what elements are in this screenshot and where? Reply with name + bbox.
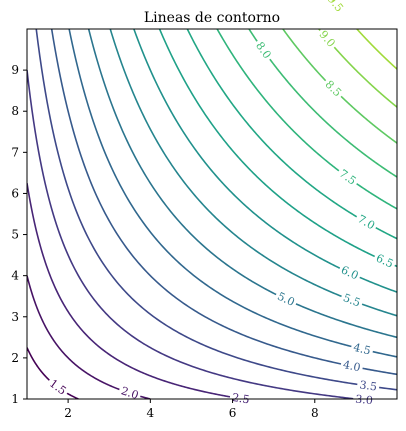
x-tick-label-8: 8 bbox=[311, 406, 319, 420]
contour-label-3.0: 3.0 bbox=[355, 392, 374, 407]
contour-line-7.5 bbox=[216, 29, 397, 210]
contour-line-6.5 bbox=[158, 29, 397, 268]
contour-label-bg-8.0 bbox=[252, 37, 276, 63]
contour-label-bg-7.5 bbox=[335, 165, 361, 189]
contour-label-bg-5.5 bbox=[339, 289, 365, 310]
x-tick-label-2: 2 bbox=[64, 406, 72, 420]
contour-label-bg-4.5 bbox=[349, 339, 375, 358]
y-tick-label-5: 5 bbox=[11, 228, 19, 242]
x-tick-label-4: 4 bbox=[147, 406, 155, 420]
contour-label-bg-2.0 bbox=[117, 383, 143, 403]
y-tick-label-9: 9 bbox=[11, 63, 19, 77]
contour-label-4.0: 4.0 bbox=[342, 358, 362, 374]
contour-label-bg-3.5 bbox=[356, 377, 381, 394]
plot-frame bbox=[26, 28, 398, 400]
x-tick-label-6: 6 bbox=[229, 406, 237, 420]
contour-line-4.0 bbox=[50, 29, 397, 376]
contour-label-bg-2.5 bbox=[228, 390, 253, 407]
contour-label-2.0: 2.0 bbox=[119, 384, 140, 402]
chart-title: Lineas de contorno bbox=[144, 10, 280, 26]
contour-label-bg-4.0 bbox=[339, 357, 364, 375]
y-tick-label-4: 4 bbox=[11, 269, 19, 283]
contour-line-9.5 bbox=[356, 29, 397, 70]
contour-lines bbox=[27, 29, 397, 399]
contour-label-5.5: 5.5 bbox=[341, 291, 362, 309]
y-tick-label-7: 7 bbox=[11, 145, 19, 159]
contour-label-bg-7.0 bbox=[353, 210, 380, 234]
x-axis: 2 4 6 8 bbox=[64, 399, 319, 420]
y-tick-label-8: 8 bbox=[11, 104, 19, 118]
y-tick-label-3: 3 bbox=[11, 310, 19, 324]
contour-line-3.5 bbox=[35, 29, 397, 391]
contour-label-3.5: 3.5 bbox=[359, 378, 378, 393]
y-tick-label-6: 6 bbox=[11, 186, 19, 200]
contour-labels: 1.5 2.0 2.5 3.03.54.04.55.0 5.56.06.57.07.58… bbox=[45, 0, 398, 407]
contour-label-9.5: 9.5 bbox=[325, 0, 346, 15]
contour-label-4.5: 4.5 bbox=[352, 341, 372, 358]
contour-label-bg-8.5 bbox=[321, 75, 346, 101]
contour-label-bg-9.5 bbox=[323, 0, 348, 16]
contour-line-3.0 bbox=[27, 70, 356, 399]
contour-line-2.5 bbox=[27, 183, 243, 399]
contour-line-5.0 bbox=[87, 29, 397, 339]
y-tick-label-2: 2 bbox=[11, 351, 19, 365]
contour-line-4.5 bbox=[68, 29, 397, 358]
y-tick-label-1: 1 bbox=[11, 392, 19, 406]
contour-label-bg-5.0 bbox=[273, 288, 299, 310]
contour-label-bg-6.0 bbox=[337, 261, 363, 283]
y-axis: 1 2 3 4 5 6 7 8 9 bbox=[11, 63, 27, 406]
contour-label-bg-9.0 bbox=[315, 25, 340, 52]
contour-label-bg-6.5 bbox=[372, 250, 398, 272]
contour-line-8.0 bbox=[248, 29, 397, 178]
contour-label-bg-1.5 bbox=[45, 375, 71, 399]
contour-line-6.0 bbox=[133, 29, 397, 293]
